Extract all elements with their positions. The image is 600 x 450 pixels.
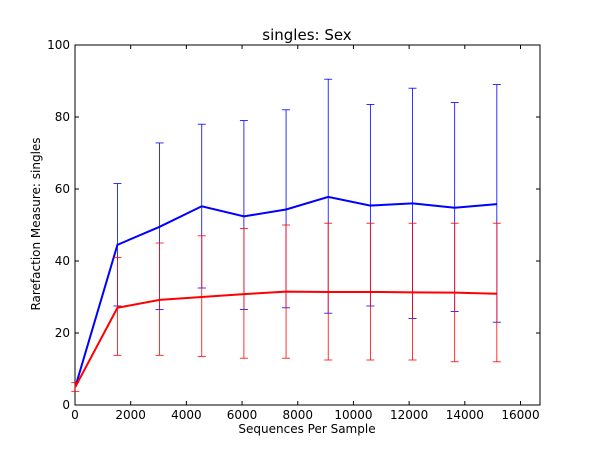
x-tick-label: 14000 <box>446 408 484 422</box>
y-tick-label: 60 <box>55 182 70 196</box>
series-line <box>74 195 497 388</box>
y-axis-label: Rarefaction Measure: singles <box>29 137 43 310</box>
plot-frame <box>74 44 541 406</box>
x-tick-label: 10000 <box>334 408 372 422</box>
y-tick-label: 20 <box>55 326 70 340</box>
x-tick-label: 6000 <box>227 408 258 422</box>
x-axis-label: Sequences Per Sample <box>238 422 375 436</box>
x-tick-label: 4000 <box>171 408 202 422</box>
y-tick-label: 40 <box>55 254 70 268</box>
x-tick-label: 12000 <box>390 408 428 422</box>
y-tick-label: 0 <box>62 398 70 412</box>
x-tick-label: 2000 <box>115 408 146 422</box>
series-1 <box>71 222 501 392</box>
x-tick-label: 0 <box>71 408 79 422</box>
x-tick-label: 8000 <box>282 408 313 422</box>
series-0 <box>74 78 501 388</box>
plot-area: 0 2000 4000 6000 8000 10000 12000 14000 16000 0 20… <box>47 38 541 422</box>
y-tick-label: 80 <box>55 110 70 124</box>
chart-title: singles: Sex <box>262 26 352 44</box>
series-line <box>74 290 497 388</box>
y-tick-label: 100 <box>47 38 70 52</box>
x-tick-label: 16000 <box>501 408 539 422</box>
